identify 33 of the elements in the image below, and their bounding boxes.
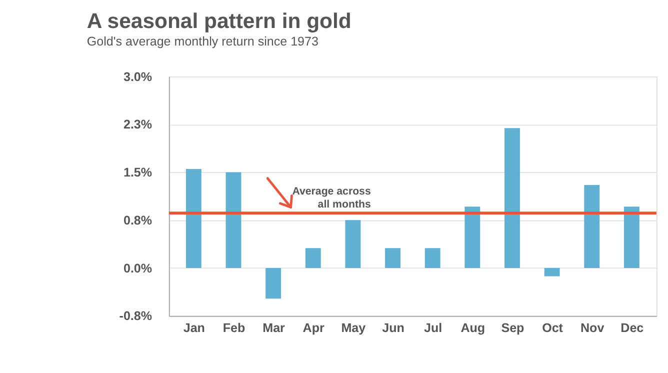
y-tick-label: 0.0% bbox=[123, 261, 152, 276]
bar bbox=[385, 248, 400, 268]
bar bbox=[504, 128, 520, 268]
bar bbox=[424, 248, 440, 268]
bar bbox=[464, 206, 480, 268]
y-tick-label: 1.5% bbox=[123, 166, 152, 180]
x-tick-label: Jun bbox=[382, 320, 404, 335]
x-tick-label: Oct bbox=[542, 320, 564, 335]
x-tick-label: Jan bbox=[183, 320, 205, 335]
bar bbox=[544, 268, 560, 276]
x-tick-label: Nov bbox=[580, 320, 604, 335]
bar bbox=[186, 169, 202, 268]
y-tick-label: 3.0% bbox=[123, 70, 152, 84]
bar bbox=[345, 220, 361, 268]
x-tick-label: Sep bbox=[501, 320, 525, 335]
bar bbox=[624, 206, 640, 268]
y-tick-label: 0.8% bbox=[123, 213, 152, 228]
x-tick-label: May bbox=[341, 320, 366, 335]
y-tick-label: 2.3% bbox=[123, 118, 152, 132]
bar bbox=[266, 268, 282, 299]
x-tick-label: Dec bbox=[620, 320, 644, 335]
chart-title: A seasonal pattern in gold bbox=[86, 10, 352, 34]
x-tick-label: Aug bbox=[460, 320, 486, 335]
bar bbox=[305, 248, 321, 268]
y-tick-label: -0.8% bbox=[119, 309, 152, 324]
legend-label: Average across all months bbox=[292, 186, 371, 210]
x-tick-label: Mar bbox=[262, 320, 286, 335]
bar bbox=[226, 172, 242, 268]
x-tick-label: Jul bbox=[424, 320, 442, 335]
x-tick-label: Feb bbox=[222, 320, 246, 335]
x-tick-label: Apr bbox=[302, 320, 325, 335]
chart-subtitle: Gold's average monthly return since 1973 bbox=[86, 34, 318, 49]
bar bbox=[584, 184, 600, 268]
